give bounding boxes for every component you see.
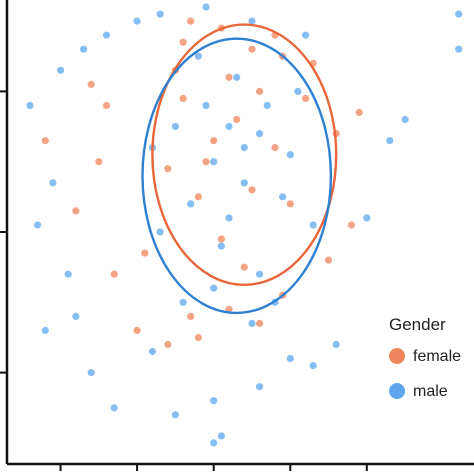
point-female-0 [95,158,103,166]
point-male-39 [233,73,241,81]
point-female-28 [248,186,256,194]
point-female-33 [179,94,187,102]
point-male-31 [225,122,233,131]
point-male-0 [26,101,34,110]
point-male-34 [187,200,195,208]
point-male-41 [309,221,317,229]
point-male-53 [256,130,264,138]
point-male-9 [202,3,210,11]
ellipse-male [141,37,333,315]
legend-title: Gender [389,315,446,334]
point-male-37 [171,122,179,131]
axis-ticks [0,90,368,471]
point-male-43 [194,52,202,60]
point-male-47 [210,284,218,292]
legend-label-male: male [413,383,448,400]
point-male-13 [401,115,409,124]
point-male-36 [256,270,264,278]
legend: Gender female male [389,315,461,400]
point-male-52 [225,214,233,222]
point-female-21 [141,249,149,257]
point-female-31 [217,235,225,243]
point-male-44 [248,319,256,327]
point-male-28 [148,347,157,356]
point-male-22 [87,369,95,377]
point-male-20 [110,404,118,412]
point-male-33 [263,101,271,110]
point-male-50 [202,101,210,110]
point-female-20 [133,326,141,334]
point-female-18 [187,312,195,320]
point-male-2 [34,221,42,229]
point-female-12 [355,108,363,117]
point-female-4 [179,38,187,46]
point-female-19 [164,340,172,349]
point-female-22 [110,270,118,278]
point-male-18 [210,397,218,405]
point-male-15 [332,340,340,349]
point-female-14 [324,256,333,264]
point-female-34 [286,200,294,208]
point-male-16 [286,354,294,363]
point-female-30 [194,193,202,201]
point-female-7 [248,45,256,53]
point-female-5 [187,17,195,25]
legend-key-female [389,348,405,364]
point-male-19 [171,411,179,419]
point-female-23 [41,137,49,145]
point-male-14 [363,214,371,222]
point-male-8 [156,10,164,18]
point-male-7 [133,17,141,25]
point-female-25 [194,333,202,342]
point-female-32 [256,87,264,95]
point-female-13 [347,221,356,229]
point-male-30 [210,158,218,166]
point-male-51 [240,144,248,152]
point-male-35 [217,242,225,250]
point-male-17 [256,383,264,391]
point-male-10 [248,17,256,25]
legend-key-male [389,383,405,399]
point-male-27 [455,45,463,53]
point-female-38 [240,263,248,271]
data-points [26,3,463,447]
point-female-39 [202,158,210,166]
point-female-27 [233,115,241,124]
point-male-48 [179,298,187,306]
confidence-ellipses [141,23,338,315]
point-female-2 [87,80,95,88]
point-female-26 [210,137,218,145]
point-male-46 [294,87,302,95]
point-female-36 [164,165,172,173]
point-female-37 [302,94,310,102]
point-male-32 [240,179,248,187]
point-male-11 [302,31,310,39]
point-male-24 [210,439,218,447]
point-male-1 [49,179,57,187]
point-female-24 [72,207,80,215]
point-male-21 [72,312,80,320]
point-male-38 [286,151,294,159]
ellipse-female [151,23,338,287]
point-female-35 [225,73,233,81]
point-male-29 [309,362,317,370]
point-male-26 [455,10,463,18]
point-male-12 [386,137,394,145]
point-male-5 [80,45,88,53]
point-female-29 [271,144,279,152]
point-male-6 [102,31,111,39]
legend-label-female: female [413,348,461,365]
point-female-16 [256,319,264,327]
point-male-40 [156,228,164,236]
point-male-23 [41,326,49,334]
point-female-1 [102,101,111,110]
point-male-49 [279,193,287,201]
point-male-25 [217,432,225,440]
point-male-4 [57,66,65,74]
point-male-3 [64,270,72,278]
